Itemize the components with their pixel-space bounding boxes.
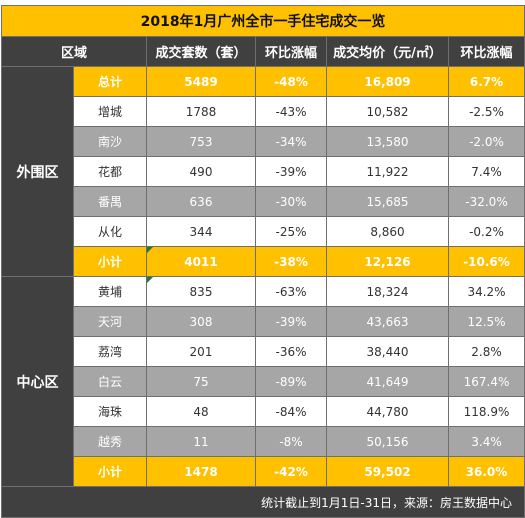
units-change-cell: -63% xyxy=(255,276,327,307)
avg-price-cell: 15,685 xyxy=(326,186,449,217)
units-change-cell: -89% xyxy=(255,366,327,397)
price-change-cell: 2.8% xyxy=(448,336,525,367)
total-row: 小计 1478 -42% 59,502 36.0% xyxy=(2,456,525,487)
units-change-cell: -30% xyxy=(255,186,327,217)
price-change-cell: 167.4% xyxy=(448,366,525,397)
avg-price-cell: 10,582 xyxy=(326,96,449,127)
housing-transactions-table: 2018年1月广州全市一手住宅成交一览 区域 成交套数（套） 环比涨幅 成交均价… xyxy=(1,5,525,518)
price-change-cell: -32.0% xyxy=(448,186,525,217)
header-district: 区域 xyxy=(1,36,147,67)
price-change-cell: -10.6% xyxy=(448,246,525,277)
table-row: 白云 75 -89% 41,649 167.4% xyxy=(2,366,525,397)
price-change-cell: 36.0% xyxy=(448,456,525,487)
avg-price-cell: 43,663 xyxy=(326,306,449,337)
table-row: 从化 344 -25% 8,860 -0.2% xyxy=(2,216,525,247)
units-cell: 1478 xyxy=(146,456,256,487)
units-cell: 75 xyxy=(146,366,256,397)
header-price-change: 环比涨幅 xyxy=(448,36,525,67)
header-avg-price: 成交均价（元/㎡） xyxy=(326,36,449,67)
units-change-cell: -34% xyxy=(255,126,327,157)
units-cell: 1788 xyxy=(146,96,256,127)
total-row: 外围区 总计 5489 -48% 16,809 6.7% xyxy=(1,66,525,277)
avg-price-cell: 12,126 xyxy=(326,246,449,277)
units-cell: 835 xyxy=(146,276,256,307)
district-cell: 总计 xyxy=(73,66,147,97)
units-change-cell: -39% xyxy=(255,306,327,337)
avg-price-cell: 41,649 xyxy=(326,366,449,397)
total-row: 小计 4011 -38% 12,126 -10.6% xyxy=(2,246,525,277)
avg-price-cell: 50,156 xyxy=(326,426,449,457)
district-cell: 增城 xyxy=(73,96,147,127)
table-row: 增城 1788 -43% 10,582 -2.5% xyxy=(2,96,525,127)
avg-price-cell: 13,580 xyxy=(326,126,449,157)
units-change-cell: -36% xyxy=(255,336,327,367)
region-group-label: 外围区 xyxy=(1,66,74,277)
district-cell: 白云 xyxy=(73,366,147,397)
table-title: 2018年1月广州全市一手住宅成交一览 xyxy=(1,5,525,37)
district-cell: 越秀 xyxy=(73,426,147,457)
district-cell: 番禺 xyxy=(73,186,147,217)
avg-price-cell: 8,860 xyxy=(326,216,449,247)
price-change-cell: 118.9% xyxy=(448,396,525,427)
district-cell: 黄埔 xyxy=(73,276,147,307)
units-change-cell: -42% xyxy=(255,456,327,487)
units-change-cell: -43% xyxy=(255,96,327,127)
table-row: 番禺 636 -30% 15,685 -32.0% xyxy=(2,186,525,217)
table-row: 越秀 11 -8% 50,156 3.4% xyxy=(2,426,525,457)
table-row: 花都 490 -39% 11,922 7.4% xyxy=(2,156,525,187)
price-change-cell: 6.7% xyxy=(448,66,525,97)
region-group-label: 中心区 xyxy=(1,276,74,487)
source-note: 统计截止到1月1日-31日，来源：房王数据中心 xyxy=(1,486,525,518)
units-cell: 5489 xyxy=(146,66,256,97)
district-cell: 南沙 xyxy=(73,126,147,157)
units-cell: 308 xyxy=(146,306,256,337)
price-change-cell: 12.5% xyxy=(448,306,525,337)
district-cell: 小计 xyxy=(73,456,147,487)
table-row: 中心区 黄埔 835 -63% 18,324 34.2% xyxy=(1,276,525,487)
price-change-cell: 3.4% xyxy=(448,426,525,457)
avg-price-cell: 16,809 xyxy=(326,66,449,97)
units-change-cell: -8% xyxy=(255,426,327,457)
price-change-cell: 7.4% xyxy=(448,156,525,187)
units-cell: 201 xyxy=(146,336,256,367)
units-cell: 753 xyxy=(146,126,256,157)
price-change-cell: -0.2% xyxy=(448,216,525,247)
units-cell: 344 xyxy=(146,216,256,247)
units-change-cell: -48% xyxy=(255,66,327,97)
units-cell: 4011 xyxy=(146,246,256,277)
header-units: 成交套数（套） xyxy=(146,36,256,67)
avg-price-cell: 59,502 xyxy=(326,456,449,487)
units-cell: 490 xyxy=(146,156,256,187)
table-row: 海珠 48 -84% 44,780 118.9% xyxy=(2,396,525,427)
units-change-cell: -39% xyxy=(255,156,327,187)
units-cell: 48 xyxy=(146,396,256,427)
district-cell: 天河 xyxy=(73,306,147,337)
footer-row: 统计截止到1月1日-31日，来源：房王数据中心 xyxy=(1,486,525,518)
avg-price-cell: 44,780 xyxy=(326,396,449,427)
district-cell: 小计 xyxy=(73,246,147,277)
header-row: 区域 成交套数（套） 环比涨幅 成交均价（元/㎡） 环比涨幅 xyxy=(1,36,525,67)
units-cell: 11 xyxy=(146,426,256,457)
district-cell: 荔湾 xyxy=(73,336,147,367)
district-cell: 海珠 xyxy=(73,396,147,427)
table-row: 南沙 753 -34% 13,580 -2.0% xyxy=(2,126,525,157)
table-row: 天河 308 -39% 43,663 12.5% xyxy=(2,306,525,337)
table-body: 2018年1月广州全市一手住宅成交一览 区域 成交套数（套） 环比涨幅 成交均价… xyxy=(1,5,525,518)
title-row: 2018年1月广州全市一手住宅成交一览 xyxy=(1,5,525,37)
price-change-cell: -2.0% xyxy=(448,126,525,157)
price-change-cell: 34.2% xyxy=(448,276,525,307)
units-change-cell: -38% xyxy=(255,246,327,277)
avg-price-cell: 11,922 xyxy=(326,156,449,187)
avg-price-cell: 18,324 xyxy=(326,276,449,307)
table-row: 荔湾 201 -36% 38,440 2.8% xyxy=(2,336,525,367)
units-cell: 636 xyxy=(146,186,256,217)
header-units-change: 环比涨幅 xyxy=(255,36,327,67)
avg-price-cell: 38,440 xyxy=(326,336,449,367)
district-cell: 从化 xyxy=(73,216,147,247)
price-change-cell: -2.5% xyxy=(448,96,525,127)
district-cell: 花都 xyxy=(73,156,147,187)
units-change-cell: -84% xyxy=(255,396,327,427)
units-change-cell: -25% xyxy=(255,216,327,247)
